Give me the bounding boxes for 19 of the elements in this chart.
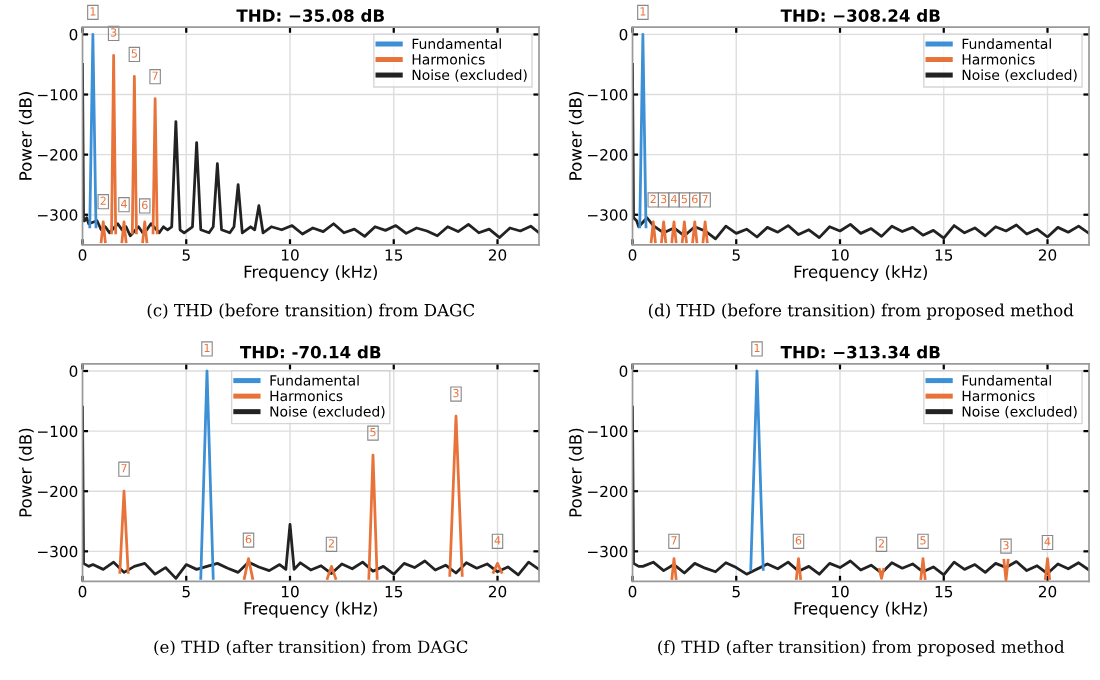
y-axis-title: Power (dB) (568, 428, 584, 517)
x-axis-title: Frequency (kHz) (244, 601, 377, 618)
x-axis-title: Frequency (kHz) (794, 265, 927, 282)
line-series (82, 63, 539, 239)
text: (d) THD (before transition) from proposed method (648, 303, 1074, 320)
text: (e) THD (after transition) from DAGC (154, 640, 468, 656)
y-axis-title: Power (dB) (568, 92, 584, 180)
text: (f) THD (after transition) from proposed method (658, 640, 1065, 657)
chart-title: THD: −308.24 dB (780, 8, 940, 22)
x-axis-title: Frequency (kHz) (794, 601, 927, 618)
text: (c) THD (before transition) from DAGC (147, 303, 475, 319)
chart-title: THD: -70.14 dB (239, 345, 381, 359)
line-series (632, 405, 1089, 577)
chart-title: THD: −35.08 dB (236, 8, 384, 22)
y-axis-title: Power (dB) (18, 428, 34, 517)
y-axis-title: Power (dB) (18, 92, 34, 180)
line-series (632, 63, 1089, 241)
x-axis-title: Frequency (kHz) (244, 265, 377, 282)
chart-title: THD: −313.34 dB (780, 345, 940, 359)
